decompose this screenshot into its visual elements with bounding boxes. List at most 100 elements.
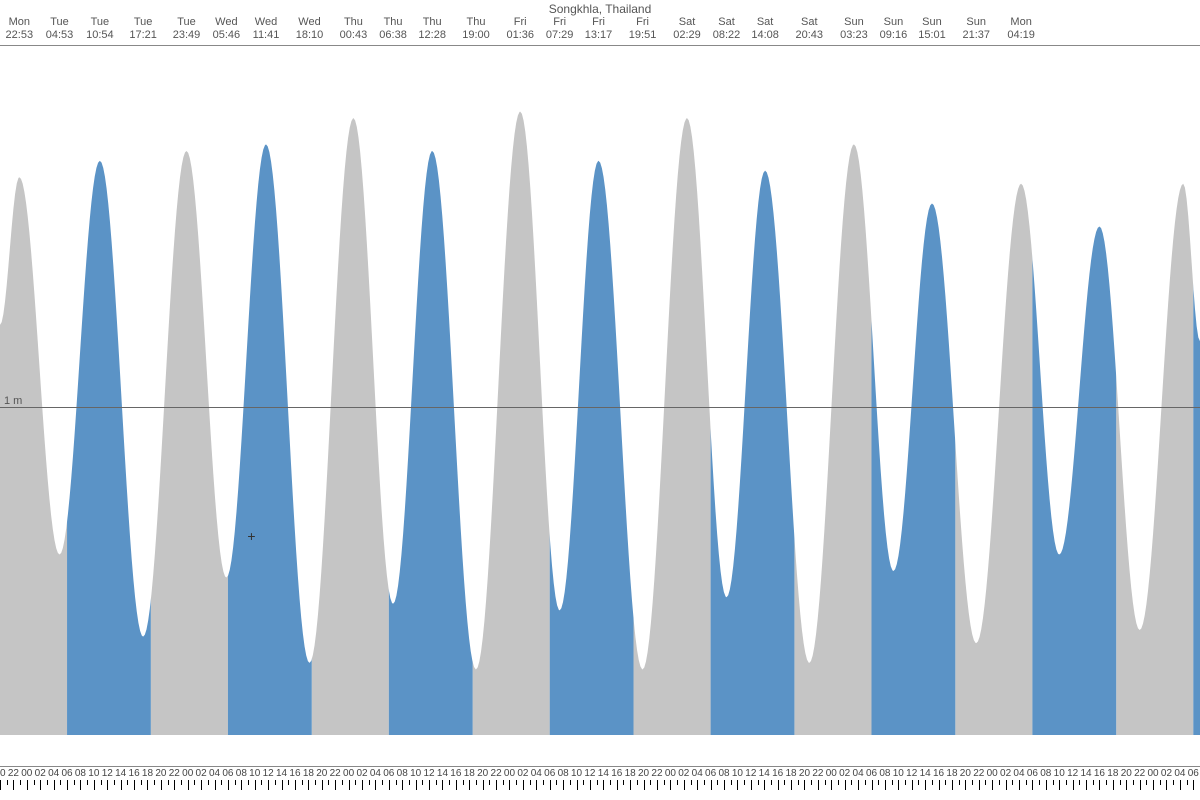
x-axis-hour-label: 16 — [933, 768, 944, 779]
x-axis-hour-label: 06 — [866, 768, 877, 779]
header-label: Sat20:43 — [796, 16, 824, 42]
x-axis-tick-major — [764, 780, 765, 790]
x-axis-hour-label: 08 — [879, 768, 890, 779]
x-axis-tick-minor — [382, 780, 383, 785]
header-label: Wed05:46 — [213, 16, 241, 42]
x-axis-tick-minor — [315, 780, 316, 785]
x-axis-tick-major — [523, 780, 524, 790]
x-axis-tick-minor — [409, 780, 410, 785]
x-axis-hour-label: 00 — [826, 768, 837, 779]
x-axis-tick-minor — [597, 780, 598, 785]
x-axis-tick-minor — [583, 780, 584, 785]
x-axis-hour-label: 22 — [1134, 768, 1145, 779]
x-axis-tick-major — [509, 780, 510, 790]
x-axis-tick-major — [188, 780, 189, 790]
x-axis-tick-minor — [516, 780, 517, 785]
x-axis-hour-label: 14 — [276, 768, 287, 779]
x-axis-hour-label: 14 — [920, 768, 931, 779]
x-axis-tick-major — [697, 780, 698, 790]
x-axis-hour-label: 04 — [1013, 768, 1024, 779]
x-axis-hour-label: 20 — [0, 768, 6, 779]
x-axis-hour-label: 08 — [558, 768, 569, 779]
header-label: Wed18:10 — [296, 16, 324, 42]
x-axis-tick-major — [349, 780, 350, 790]
x-axis-tick-minor — [369, 780, 370, 785]
x-axis-hour-label: 18 — [464, 768, 475, 779]
x-axis-tick-minor — [838, 780, 839, 785]
x-axis-tick-major — [684, 780, 685, 790]
x-axis-tick-minor — [985, 780, 986, 785]
x-axis-hour-label: 00 — [665, 768, 676, 779]
header-label: Wed11:41 — [253, 16, 280, 42]
x-axis-tick-major — [456, 780, 457, 790]
x-axis-hour-label: 16 — [129, 768, 140, 779]
x-axis-tick-minor — [918, 780, 919, 785]
x-axis-tick-major — [469, 780, 470, 790]
x-axis-hour-label: 16 — [289, 768, 300, 779]
x-axis-hour-label: 20 — [799, 768, 810, 779]
x-axis-tick-major — [617, 780, 618, 790]
x-axis-tick-major — [389, 780, 390, 790]
x-axis-tick-minor — [945, 780, 946, 785]
x-axis-tick-minor — [1079, 780, 1080, 785]
x-axis-tick-minor — [771, 780, 772, 785]
header-label: Thu00:43 — [340, 16, 368, 42]
tide-fill-svg — [0, 46, 1200, 735]
header-label: Tue17:21 — [129, 16, 157, 42]
x-axis-tick-major — [429, 780, 430, 790]
x-axis-hour-label: 18 — [625, 768, 636, 779]
x-axis-tick-minor — [798, 780, 799, 785]
plot-area[interactable]: + 1 m — [0, 45, 1200, 767]
x-axis-tick-minor — [704, 780, 705, 785]
x-axis-tick-major — [1153, 780, 1154, 790]
x-axis-tick-major — [121, 780, 122, 790]
x-axis-tick-minor — [221, 780, 222, 785]
x-axis-tick-minor — [154, 780, 155, 785]
header-label: Tue04:53 — [46, 16, 74, 42]
x-axis-hour-label: 14 — [759, 768, 770, 779]
x-axis-tick-minor — [677, 780, 678, 785]
x-axis-tick-minor — [34, 780, 35, 785]
x-axis-hour-label: 10 — [88, 768, 99, 779]
x-axis-tick-major — [174, 780, 175, 790]
x-axis-hour-label: 06 — [1188, 768, 1199, 779]
x-axis-tick-minor — [637, 780, 638, 785]
x-axis-hour-label: 08 — [718, 768, 729, 779]
x-axis-tick-major — [563, 780, 564, 790]
x-axis-tick-minor — [1146, 780, 1147, 785]
reference-line-label: 1 m — [4, 395, 22, 407]
x-axis-tick-major — [885, 780, 886, 790]
x-axis-tick-major — [496, 780, 497, 790]
x-axis-hour-label: 18 — [142, 768, 153, 779]
x-axis-tick-major — [724, 780, 725, 790]
x-axis-tick-major — [1180, 780, 1181, 790]
x-axis-tick-major — [308, 780, 309, 790]
x-axis-tick-major — [965, 780, 966, 790]
x-axis-hour-label: 02 — [35, 768, 46, 779]
header-label: Sun15:01 — [918, 16, 946, 42]
header-label: Fri13:17 — [585, 16, 613, 42]
x-axis-tick-major — [442, 780, 443, 790]
x-axis-tick-minor — [1160, 780, 1161, 785]
x-axis-hour-label: 16 — [450, 768, 461, 779]
x-axis-tick-major — [804, 780, 805, 790]
x-axis-tick-major — [536, 780, 537, 790]
x-axis-tick-minor — [959, 780, 960, 785]
x-axis-tick-major — [751, 780, 752, 790]
x-axis-tick-minor — [1120, 780, 1121, 785]
x-axis-tick-major — [1113, 780, 1114, 790]
x-axis-tick-minor — [758, 780, 759, 785]
x-axis-tick-minor — [422, 780, 423, 785]
cursor-cross-icon: + — [247, 530, 255, 546]
x-axis-tick-major — [215, 780, 216, 790]
x-axis-tick-major — [402, 780, 403, 790]
x-axis-tick-major — [952, 780, 953, 790]
x-axis-tick-minor — [543, 780, 544, 785]
x-axis-hour-label: 04 — [692, 768, 703, 779]
x-axis-hour-label: 02 — [1000, 768, 1011, 779]
x-axis-tick-minor — [181, 780, 182, 785]
header-label: Fri01:36 — [506, 16, 534, 42]
x-axis: 2022000204060810121416182022000204060810… — [0, 766, 1200, 800]
x-axis-tick-major — [1126, 780, 1127, 790]
x-axis-hour-label: 20 — [960, 768, 971, 779]
